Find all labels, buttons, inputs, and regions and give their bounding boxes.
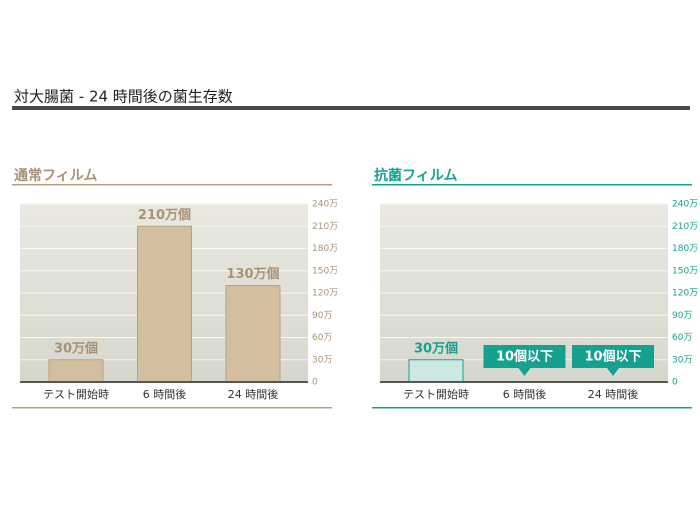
y-tick-label: 180万 xyxy=(312,244,338,254)
chart-title: 抗菌フィルム xyxy=(374,167,457,184)
y-tick-label: 240万 xyxy=(672,200,698,210)
callout-box xyxy=(572,345,654,368)
bar xyxy=(408,359,464,383)
y-tick-label: 30万 xyxy=(312,355,332,365)
y-tick-label: 180万 xyxy=(672,244,698,254)
value-label: 10個以下 xyxy=(584,349,641,365)
callout-box xyxy=(483,345,566,368)
y-tick-label: 30万 xyxy=(672,355,692,365)
title-rule xyxy=(12,106,690,110)
callout-pointer xyxy=(518,368,531,376)
y-tick-label: 60万 xyxy=(312,333,332,343)
y-tick-label: 0 xyxy=(312,378,318,388)
x-tick-label: 6 時間後 xyxy=(503,387,547,401)
title-underline xyxy=(12,184,332,186)
value-label: 130万個 xyxy=(226,266,279,282)
y-tick-label: 210万 xyxy=(672,222,698,232)
y-tick-label: 120万 xyxy=(312,289,338,299)
y-tick-label: 150万 xyxy=(312,266,338,276)
y-tick-label: 0 xyxy=(672,378,678,388)
bar xyxy=(48,359,104,383)
y-tick-label: 90万 xyxy=(312,311,332,321)
value-label: 30万個 xyxy=(54,340,98,356)
bar xyxy=(225,285,281,383)
title-underline xyxy=(372,184,692,186)
y-tick-label: 210万 xyxy=(312,222,338,232)
y-tick-label: 240万 xyxy=(312,200,338,210)
value-label: 10個以下 xyxy=(496,349,553,365)
bottom-rule xyxy=(372,407,692,409)
callout-pointer xyxy=(607,368,619,376)
y-tick-label: 90万 xyxy=(672,311,692,321)
x-tick-label: 24 時間後 xyxy=(588,387,639,401)
chart-title: 通常フィルム xyxy=(14,167,97,184)
page-title: 対大腸菌 - 24 時間後の菌生存数 xyxy=(14,88,233,106)
bottom-rule xyxy=(12,407,332,409)
value-label: 30万個 xyxy=(414,340,458,356)
y-tick-label: 60万 xyxy=(672,333,692,343)
bar xyxy=(137,225,192,383)
baseline xyxy=(20,381,308,383)
value-label: 210万個 xyxy=(138,207,191,223)
baseline xyxy=(380,381,668,383)
x-tick-label: テスト開始時 xyxy=(43,387,109,401)
x-tick-label: 6 時間後 xyxy=(143,387,187,401)
y-tick-label: 150万 xyxy=(672,266,698,276)
y-tick-label: 120万 xyxy=(672,289,698,299)
x-tick-label: 24 時間後 xyxy=(228,387,279,401)
x-tick-label: テスト開始時 xyxy=(403,387,469,401)
